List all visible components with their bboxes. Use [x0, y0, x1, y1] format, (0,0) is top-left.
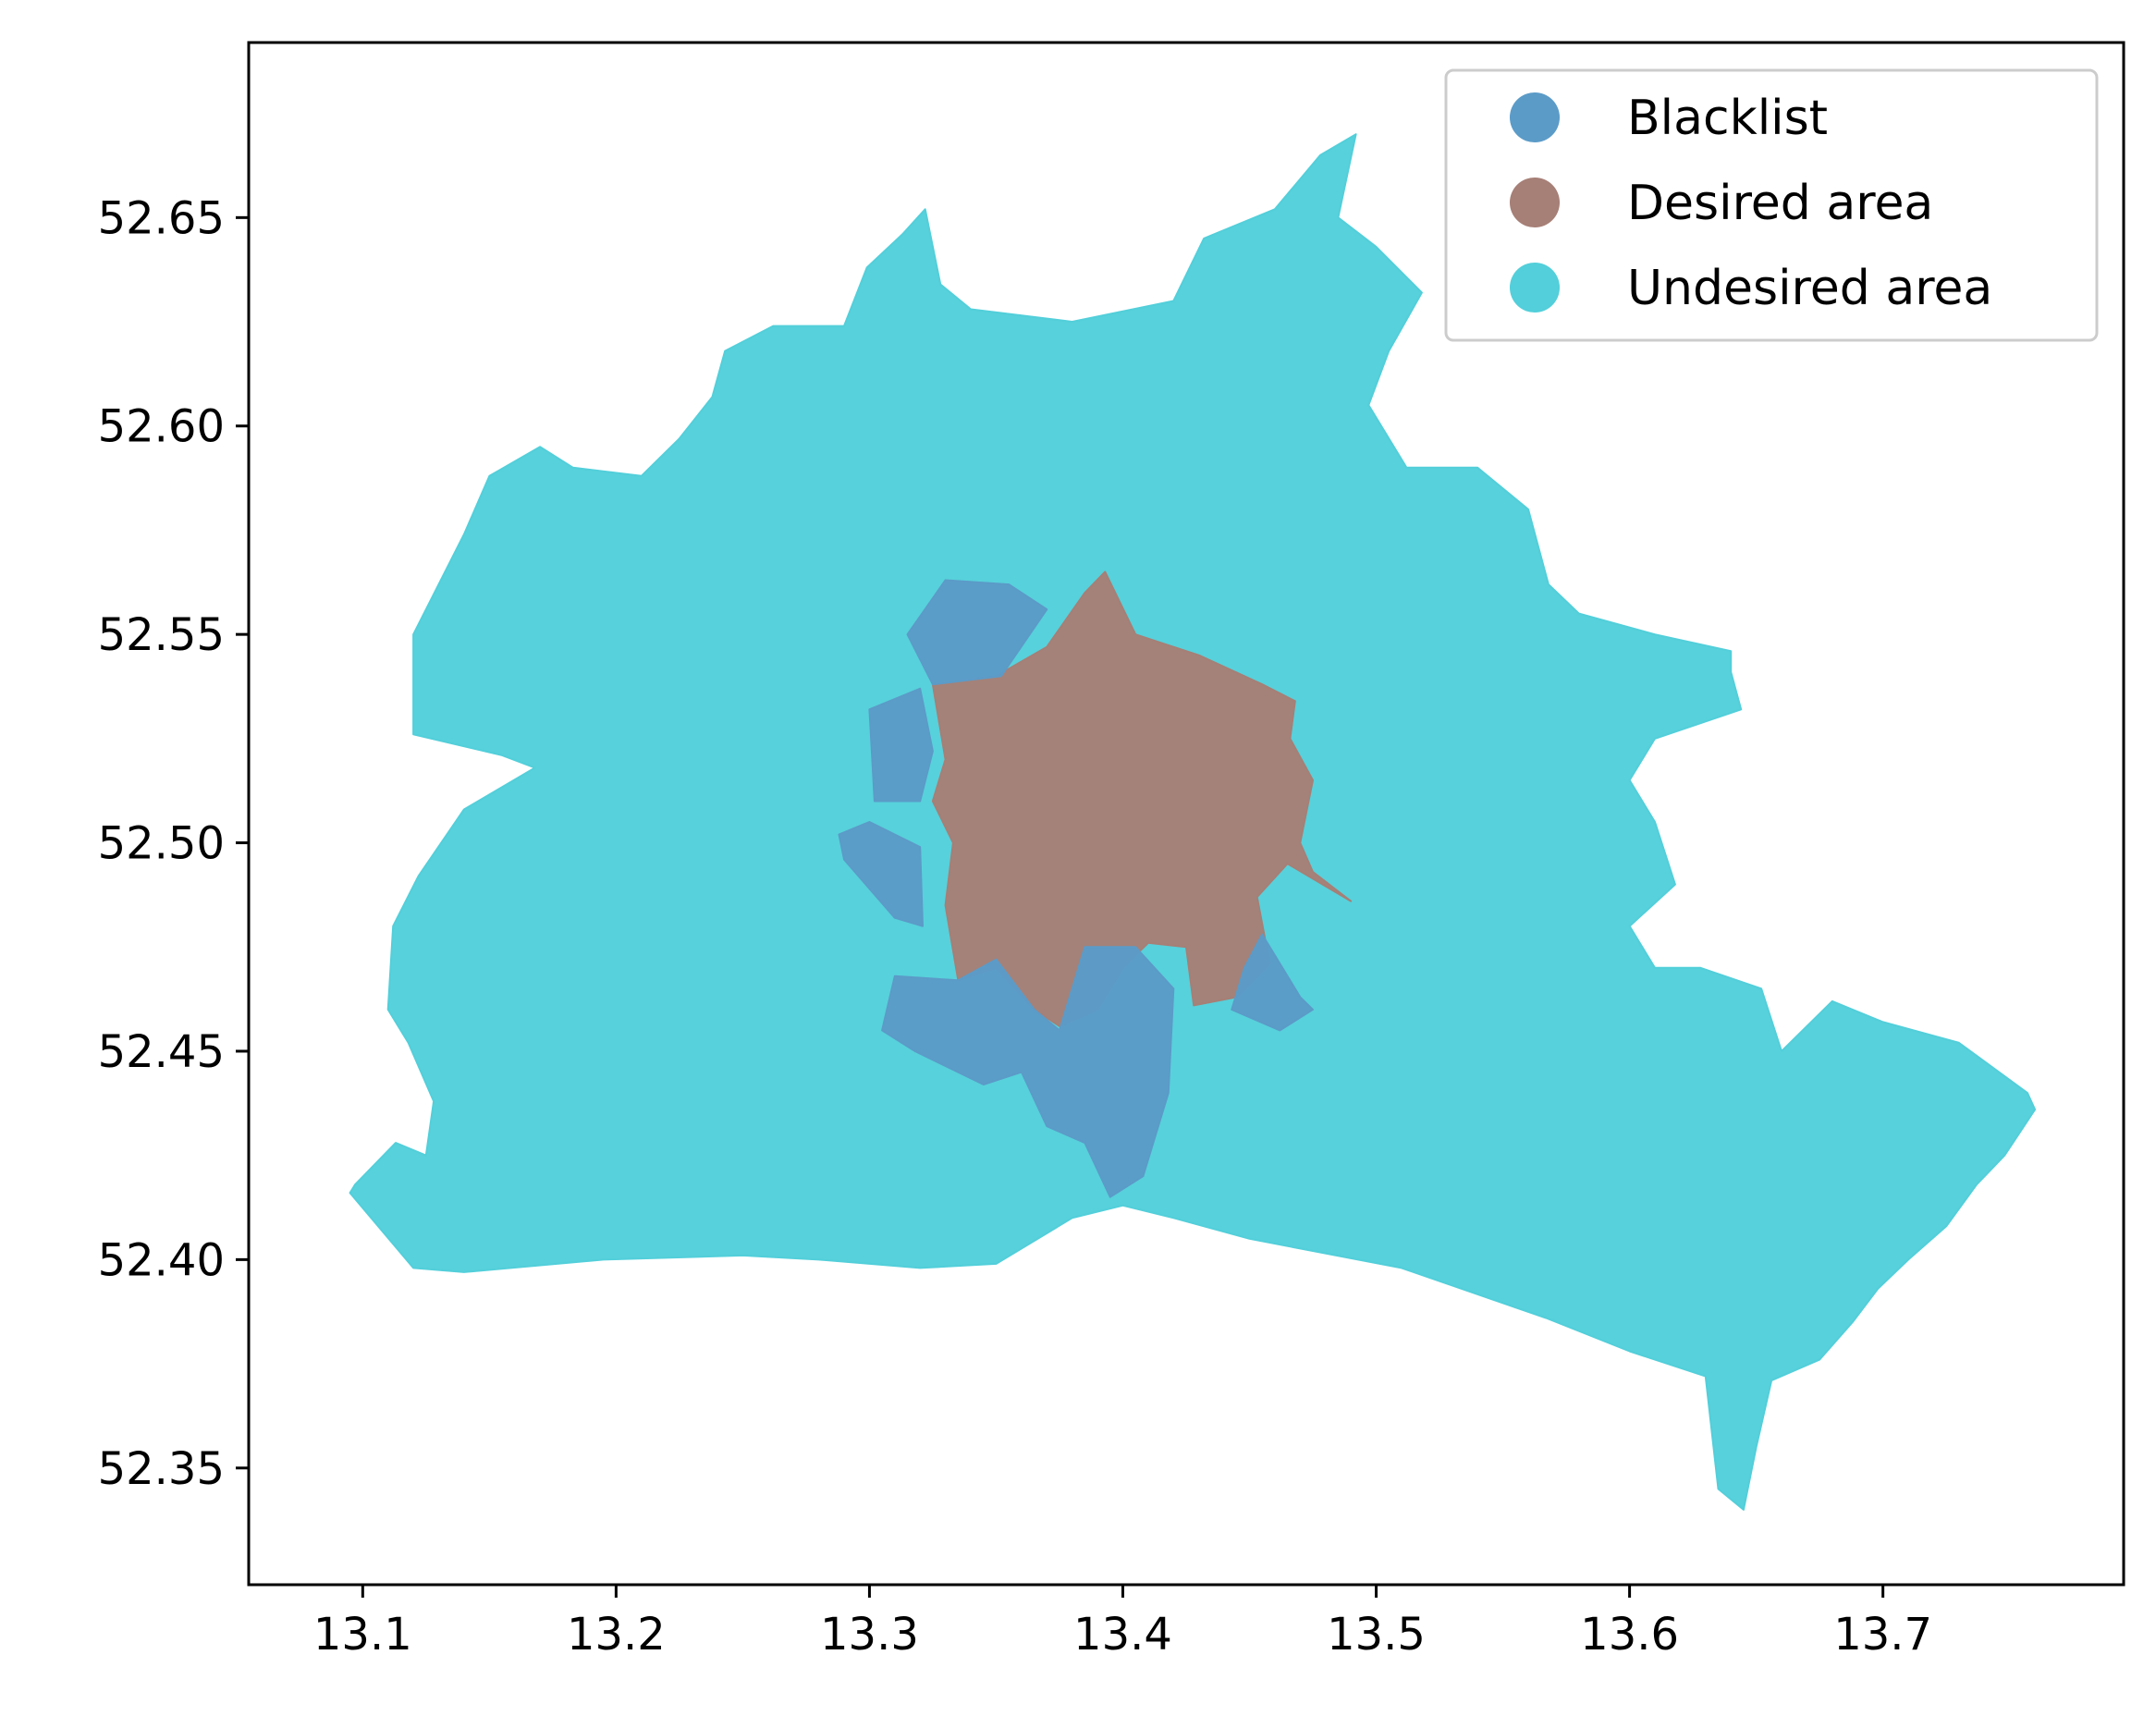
x-tick-label: 13.5 — [1327, 1609, 1426, 1661]
y-tick-label: 52.40 — [98, 1234, 225, 1286]
region-blacklist-5 — [881, 946, 1175, 1198]
y-tick-label: 52.50 — [98, 818, 225, 870]
y-tick-label: 52.60 — [98, 401, 225, 453]
legend-marker-blacklist — [1510, 92, 1560, 142]
legend-label-blacklist: Blacklist — [1627, 91, 1828, 146]
x-tick-label: 13.4 — [1073, 1609, 1172, 1661]
map-regions — [349, 133, 2037, 1511]
legend-marker-desired — [1510, 178, 1560, 227]
y-tick-label: 52.45 — [98, 1026, 225, 1078]
y-tick-label: 52.35 — [98, 1443, 225, 1495]
plot-frame — [247, 41, 2125, 1587]
x-axis: 13.1 13.2 13.3 13.4 13.5 13.6 13.7 — [313, 1585, 1932, 1661]
legend-marker-undesired — [1510, 263, 1560, 313]
region-blacklist-4 — [838, 821, 924, 927]
legend-label-desired: Desired area — [1627, 176, 1933, 231]
region-blacklist-6 — [1231, 933, 1314, 1032]
y-tick-label: 52.55 — [98, 609, 225, 661]
x-tick-label: 13.3 — [820, 1609, 919, 1661]
x-tick-label: 13.1 — [313, 1609, 412, 1661]
x-tick-label: 13.6 — [1580, 1609, 1679, 1661]
legend-label-undesired: Undesired area — [1627, 261, 1992, 316]
y-tick-label: 52.65 — [98, 192, 225, 244]
region-blacklist-2 — [906, 579, 1048, 686]
legend-box — [1444, 68, 2099, 342]
legend: Blacklist Desired area Undesired area — [1444, 68, 2099, 342]
y-axis: 52.35 52.40 52.45 52.50 52.55 52.60 52.65 — [98, 192, 249, 1495]
x-tick-label: 13.7 — [1833, 1609, 1932, 1661]
region-blacklist-3 — [868, 687, 934, 803]
x-tick-label: 13.2 — [567, 1609, 666, 1661]
